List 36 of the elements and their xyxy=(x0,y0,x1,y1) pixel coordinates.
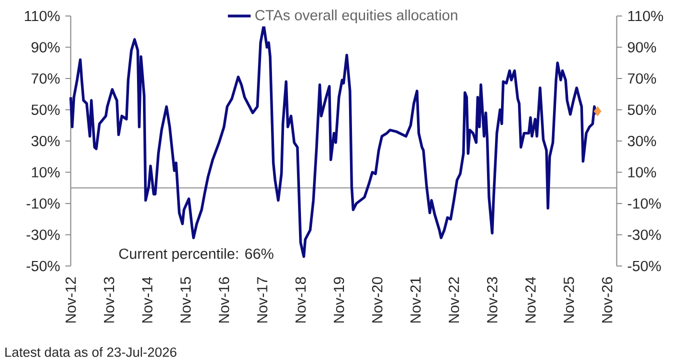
y-tick-label: 10% xyxy=(628,167,656,178)
annotation: Current percentile: 66% xyxy=(119,248,274,262)
x-tick-label: Nov-17 xyxy=(257,277,268,323)
y-tick-label: 50% xyxy=(628,104,656,115)
x-tick-label: Nov-14 xyxy=(142,276,152,323)
x-tick-label: Nov-13 xyxy=(104,277,114,323)
y-tick-label: -50% xyxy=(628,260,661,272)
x-tick-label: Nov-23 xyxy=(487,277,498,323)
y2-tick-label: -30% xyxy=(26,230,60,240)
x-tick-label: Nov-25 xyxy=(564,277,574,323)
text: Latest data as of 23-Jul-2026 xyxy=(5,347,176,357)
y2-tick-label: -50% xyxy=(26,260,60,272)
y2-tick-label: 70% xyxy=(32,73,60,84)
x-tick-label: Nov-22 xyxy=(448,277,460,323)
y-tick-label: 70% xyxy=(628,73,656,84)
x-tick-label: Nov-26 xyxy=(602,277,612,323)
y-tick-label: -30% xyxy=(628,230,661,240)
y-tick-label: 30% xyxy=(628,136,656,146)
x-tick-label: Nov-16 xyxy=(218,277,230,323)
y-tick-label: 90% xyxy=(628,42,656,52)
x-tick-label: Nov-24 xyxy=(525,276,536,323)
y2-tick-label: 90% xyxy=(32,42,60,52)
x-tick-label: Nov-12 xyxy=(66,277,76,323)
y-tick-label: 110% xyxy=(628,10,664,22)
x-tick-label: Nov-21 xyxy=(410,277,421,323)
y-tick-label: -10% xyxy=(628,198,661,209)
y2-tick-label: 30% xyxy=(31,136,60,146)
x-tick-label: Nov-15 xyxy=(180,277,191,323)
x-tick-label: Nov-18 xyxy=(295,277,306,323)
x-tick-label: Nov-19 xyxy=(334,277,344,323)
y2-tick-label: 50% xyxy=(31,104,60,115)
legend-label: CTAs overall equities allocation xyxy=(255,10,458,24)
y2-tick-label: -10% xyxy=(26,198,60,209)
y2-tick-label: 110% xyxy=(24,10,60,22)
y2-tick-label: 10% xyxy=(32,167,60,178)
x-tick-label: Nov-20 xyxy=(372,277,382,323)
